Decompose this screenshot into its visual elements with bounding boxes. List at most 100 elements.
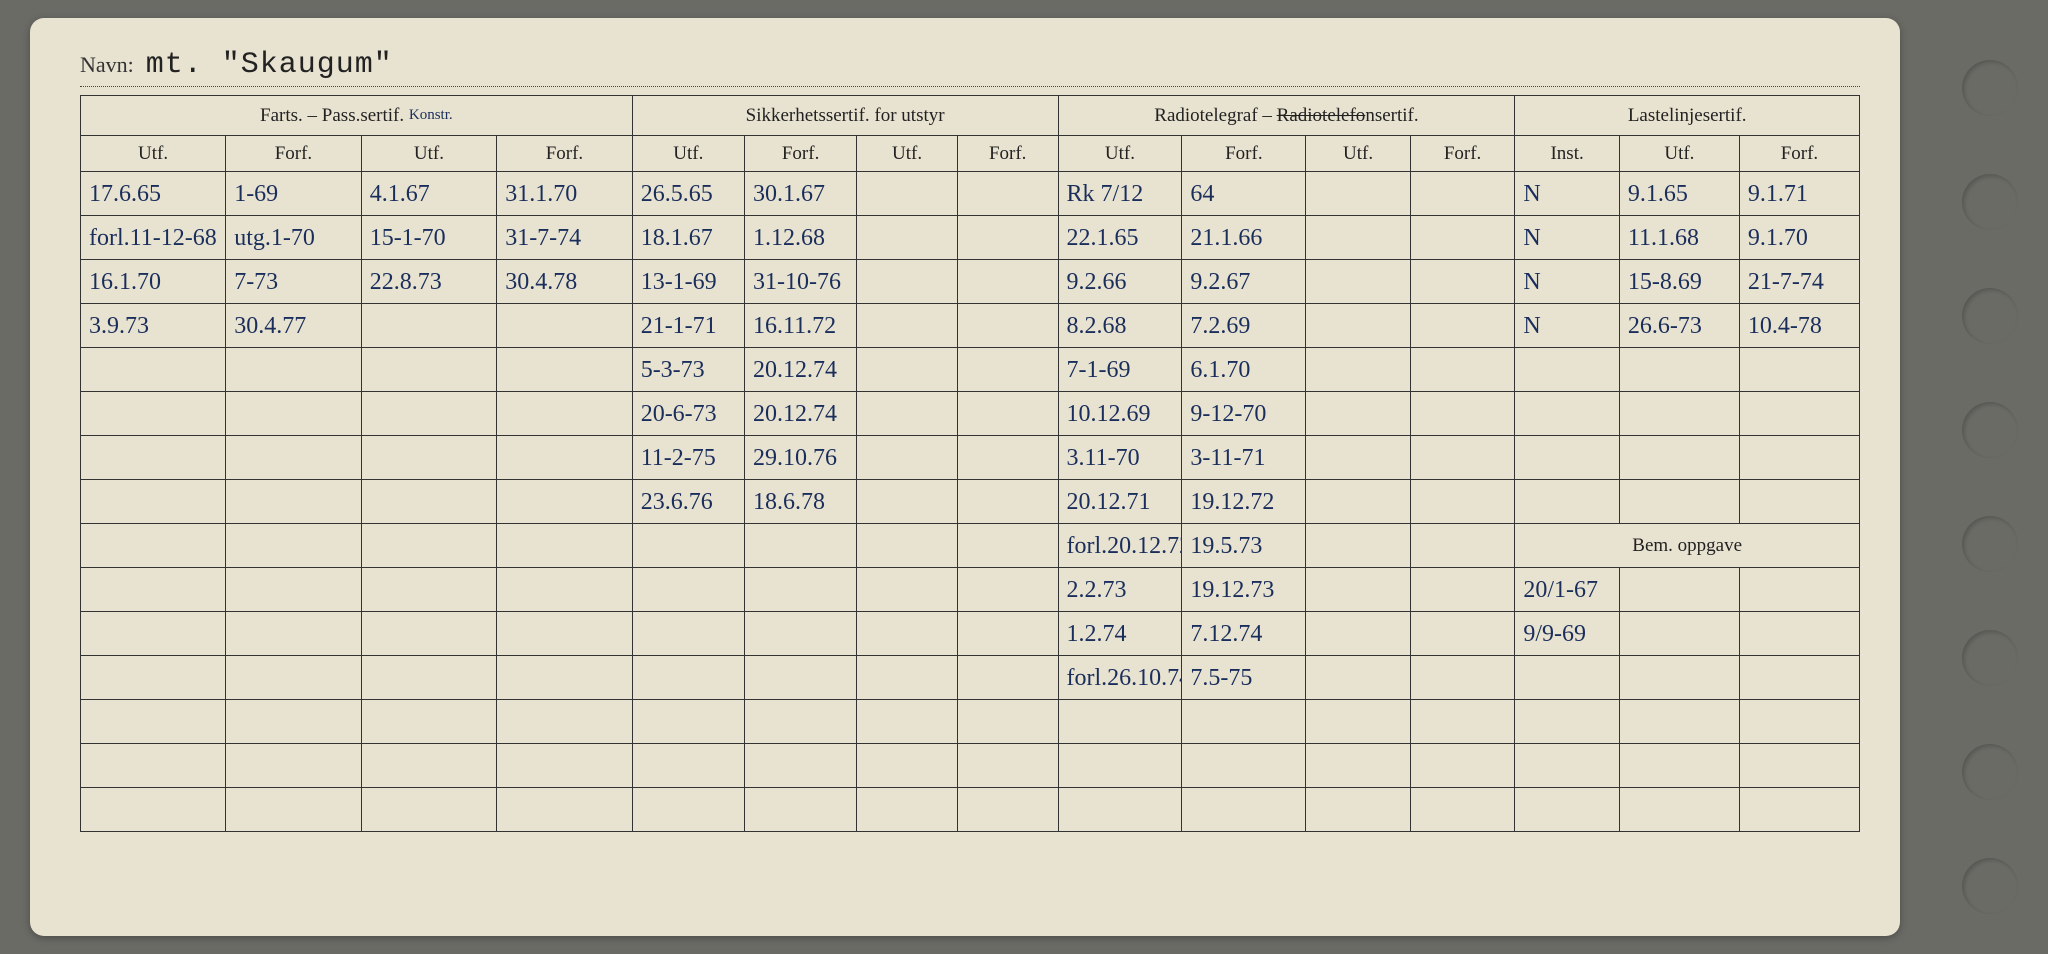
hole: [1962, 60, 2018, 116]
cell: [1410, 656, 1515, 700]
cell: 16.1.70: [81, 260, 226, 304]
col-utf: Utf.: [361, 136, 497, 172]
cell: [81, 524, 226, 568]
cell: 3.11-70: [1058, 436, 1182, 480]
cell: [744, 744, 856, 788]
cell: 13-1-69: [632, 260, 744, 304]
cell: 9.1.71: [1739, 172, 1859, 216]
table-row: 5-3-7320.12.747-1-696.1.70: [81, 348, 1860, 392]
col-forf: Forf.: [1739, 136, 1859, 172]
cell: 22.1.65: [1058, 216, 1182, 260]
header-farts: Farts. – Pass.sertif. Konstr.: [81, 96, 633, 136]
cell: [1306, 744, 1411, 788]
cell: [226, 612, 362, 656]
cell: [226, 700, 362, 744]
cell: 19.12.73: [1182, 568, 1306, 612]
cell: [1515, 392, 1620, 436]
cell: [1619, 788, 1739, 832]
hole: [1962, 288, 2018, 344]
cell: [744, 568, 856, 612]
cell: [497, 524, 633, 568]
cell: [632, 700, 744, 744]
cell: 26.6-73: [1619, 304, 1739, 348]
cell: [81, 612, 226, 656]
cell: 7.12.74: [1182, 612, 1306, 656]
cell: [361, 744, 497, 788]
cell: [81, 480, 226, 524]
cell: 8.2.68: [1058, 304, 1182, 348]
cell: [744, 788, 856, 832]
cell: 1.12.68: [744, 216, 856, 260]
cell: [226, 480, 362, 524]
table-row: 20-6-7320.12.7410.12.699-12-70: [81, 392, 1860, 436]
col-forf: Forf.: [1182, 136, 1306, 172]
cell: forl.20.12.72: [1058, 524, 1182, 568]
cell: 7.2.69: [1182, 304, 1306, 348]
cell: Rk 7/12: [1058, 172, 1182, 216]
cell: [1619, 612, 1739, 656]
table-row: 3.9.7330.4.7721-1-7116.11.728.2.687.2.69…: [81, 304, 1860, 348]
col-utf: Utf.: [81, 136, 226, 172]
cell: [361, 436, 497, 480]
cell: [1739, 348, 1859, 392]
cell: [1410, 260, 1515, 304]
cell: [744, 656, 856, 700]
cell: [497, 392, 633, 436]
cell: [1410, 436, 1515, 480]
table-row: 16.1.707-7322.8.7330.4.7813-1-6931-10-76…: [81, 260, 1860, 304]
cell: 7-1-69: [1058, 348, 1182, 392]
cell: 9-12-70: [1182, 392, 1306, 436]
cell: [1410, 744, 1515, 788]
cell: 2.2.73: [1058, 568, 1182, 612]
cell: [857, 744, 958, 788]
cell: 31.1.70: [497, 172, 633, 216]
cell: [1410, 392, 1515, 436]
col-forf: Forf.: [957, 136, 1058, 172]
cell: [744, 700, 856, 744]
col-forf: Forf.: [744, 136, 856, 172]
col-utf: Utf.: [632, 136, 744, 172]
cell: [957, 392, 1058, 436]
cell: 30.1.67: [744, 172, 856, 216]
cell: [361, 524, 497, 568]
cell: [1739, 788, 1859, 832]
cell: [1739, 612, 1859, 656]
cell: [1739, 568, 1859, 612]
cell: [361, 304, 497, 348]
cell: [1306, 568, 1411, 612]
cell: [81, 568, 226, 612]
table-row: 23.6.7618.6.7820.12.7119.12.72: [81, 480, 1860, 524]
cell: [1306, 260, 1411, 304]
cell: [81, 744, 226, 788]
cell: 11-2-75: [632, 436, 744, 480]
cell: [226, 568, 362, 612]
cell: 31-7-74: [497, 216, 633, 260]
cell: [497, 744, 633, 788]
cell: [1619, 656, 1739, 700]
cell: [1410, 216, 1515, 260]
cell: [1306, 392, 1411, 436]
cell: [1182, 788, 1306, 832]
cell: [497, 788, 633, 832]
cell: 9.2.67: [1182, 260, 1306, 304]
cell: [1410, 480, 1515, 524]
cell: [361, 348, 497, 392]
cell: [1182, 700, 1306, 744]
bem-header: Bem. oppgave: [1515, 524, 1860, 568]
cell: [497, 656, 633, 700]
cell: [81, 392, 226, 436]
cell: 10.4-78: [1739, 304, 1859, 348]
cell: [361, 700, 497, 744]
cell: [226, 744, 362, 788]
hole: [1962, 744, 2018, 800]
cell: 23.6.76: [632, 480, 744, 524]
cell: 26.5.65: [632, 172, 744, 216]
cell: [1619, 480, 1739, 524]
cell: [1306, 480, 1411, 524]
cell: [957, 744, 1058, 788]
cell: [1306, 656, 1411, 700]
cell: 18.1.67: [632, 216, 744, 260]
cell: [226, 524, 362, 568]
cell: [957, 524, 1058, 568]
cell: [1515, 436, 1620, 480]
